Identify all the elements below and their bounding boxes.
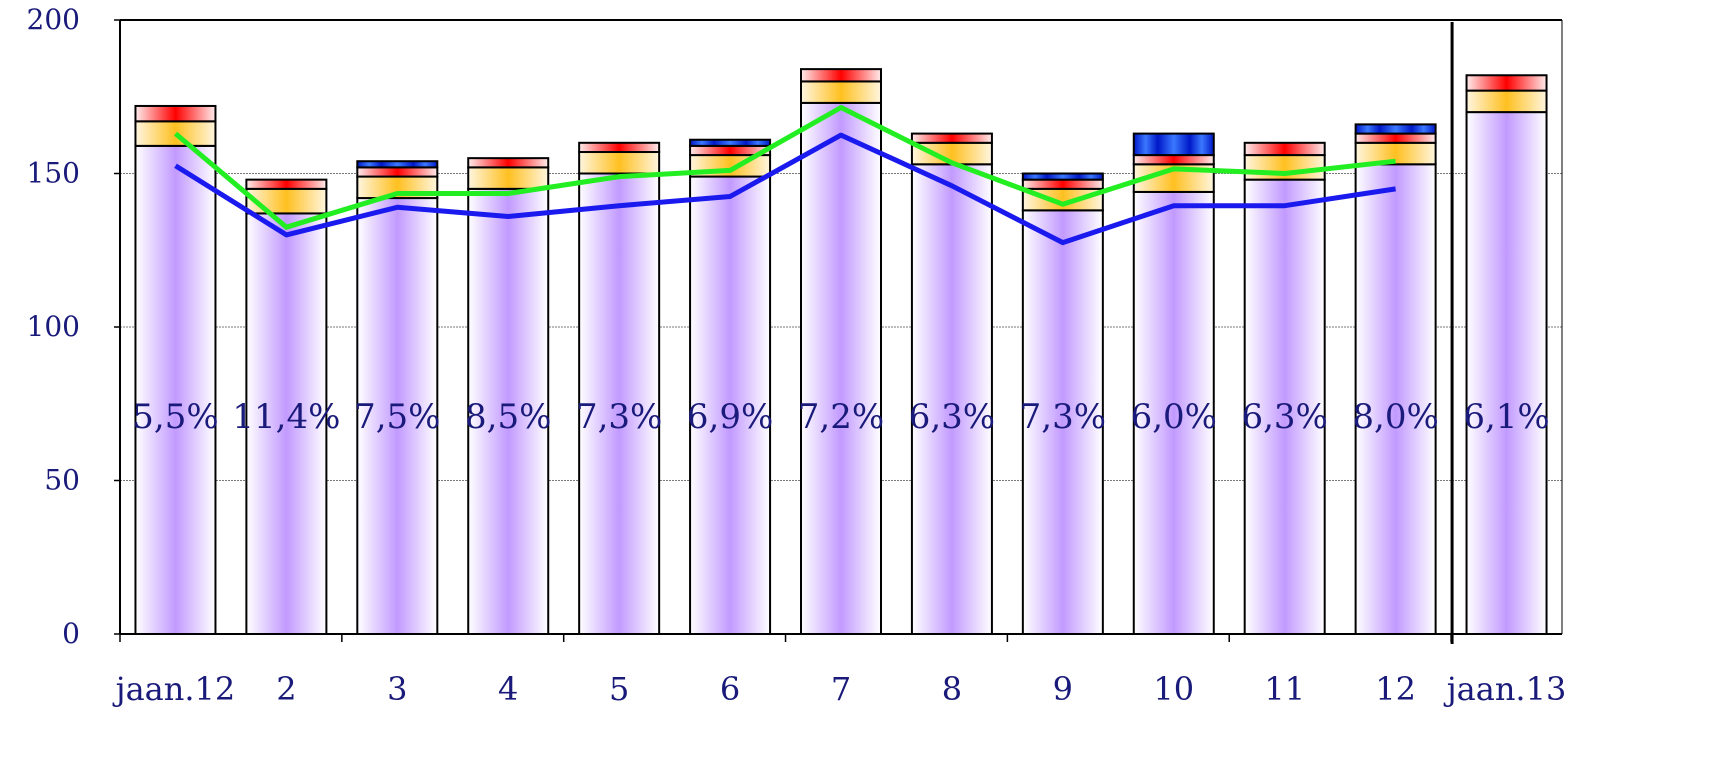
bar-segment xyxy=(1021,172,1104,181)
bar-percent-label: 7,3% xyxy=(576,397,662,437)
bar-segment xyxy=(689,138,772,147)
bar-segment xyxy=(800,68,882,83)
bar-segment xyxy=(1465,89,1548,114)
bar-segment xyxy=(134,144,217,635)
bar-segment xyxy=(1021,209,1104,635)
bar-percent-label: 5,5% xyxy=(132,397,218,437)
bar-segment xyxy=(578,141,661,154)
bar-segment xyxy=(910,132,993,144)
bar-segment xyxy=(356,160,439,169)
bar-segment xyxy=(1354,141,1437,166)
bar-segment xyxy=(800,101,882,635)
y-tick-label: 100 xyxy=(27,310,80,343)
series-line xyxy=(173,105,1396,230)
bar-percent-label: 11,4% xyxy=(232,397,340,437)
bar-percent-label: 8,5% xyxy=(465,397,551,437)
bar-percent-label: 6,9% xyxy=(687,397,773,437)
bar-segment xyxy=(800,80,882,104)
bar-segment xyxy=(1021,178,1104,190)
x-tick-label: 8 xyxy=(942,670,962,708)
x-tick-label: 12 xyxy=(1375,670,1416,708)
x-tick-label: 3 xyxy=(387,670,407,708)
bar-segment xyxy=(356,166,439,178)
bar-segment xyxy=(578,151,661,175)
bar-percent-label: 6,3% xyxy=(909,397,995,437)
x-tick-label: 11 xyxy=(1264,670,1305,708)
bar-segment xyxy=(356,197,439,635)
axes: 0 50 100 150 200 jaan.12 2 3 4 5 6 7 8 9 10 11 12 jaan.13 xyxy=(27,3,1567,708)
bar-segment xyxy=(134,104,217,123)
series-lines xyxy=(173,105,1396,246)
bar-percent-label: 7,2% xyxy=(798,397,884,437)
y-tick-label: 50 xyxy=(44,464,80,497)
bar-labels: 5,5% 11,4% 7,5% 8,5% 7,3% 6,9% 7,2% 6,3% 7,3% 6,0… xyxy=(132,397,1549,437)
series-line xyxy=(174,132,1396,246)
y-tick-label: 150 xyxy=(27,157,80,190)
bar-percent-label: 7,5% xyxy=(354,397,440,437)
bar-segment xyxy=(134,120,217,147)
bar-segment xyxy=(1132,154,1215,166)
bar-segment xyxy=(1465,74,1548,92)
bar-segment xyxy=(689,175,772,635)
bar-segment xyxy=(467,166,550,190)
bar-segment xyxy=(245,178,328,190)
bar-percent-label: 6,0% xyxy=(1131,397,1217,437)
x-tick-label: 6 xyxy=(720,670,740,708)
x-tick-label: jaan.13 xyxy=(1443,670,1567,708)
bar-segment xyxy=(578,172,661,635)
bar-segment xyxy=(245,212,328,635)
bar-segment xyxy=(1465,111,1548,636)
bar-percent-label: 7,3% xyxy=(1020,397,1106,437)
x-tick-label: 2 xyxy=(276,670,296,708)
bar-segment xyxy=(1132,190,1215,635)
bar-segment xyxy=(467,157,550,169)
y-tick-label: 0 xyxy=(62,617,80,650)
bars xyxy=(134,68,1548,636)
bar-segment xyxy=(1243,141,1326,157)
bar-segment xyxy=(1354,132,1437,144)
bar-percent-label: 8,0% xyxy=(1352,397,1438,437)
x-tick-label: 4 xyxy=(498,670,518,708)
bar-segment xyxy=(1132,132,1215,157)
x-tick-label: 5 xyxy=(609,670,629,708)
bar-percent-label: 6,1% xyxy=(1463,397,1549,437)
x-tick-label: 9 xyxy=(1053,670,1073,708)
x-tick-label: jaan.12 xyxy=(112,670,236,708)
bar-percent-label: 6,3% xyxy=(1241,397,1327,437)
x-tick-label: 10 xyxy=(1153,670,1194,708)
x-tick-label: 7 xyxy=(831,670,851,708)
bar-segment xyxy=(1354,123,1437,135)
y-tick-label: 200 xyxy=(27,3,80,36)
